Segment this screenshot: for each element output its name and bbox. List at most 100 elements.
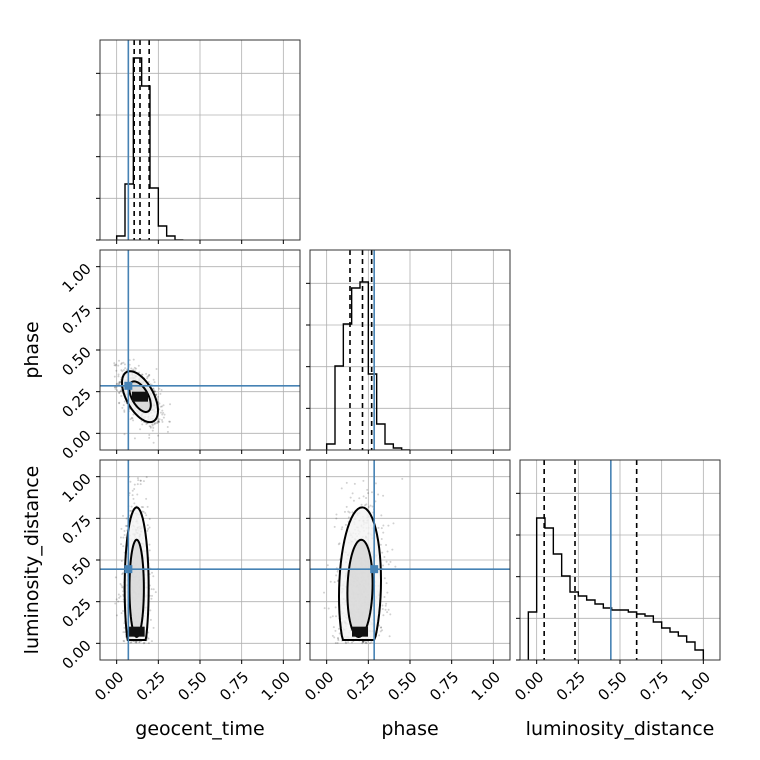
scatter-geocent_time-vs-luminosity_distance-sample: [150, 597, 153, 600]
hist-geocent_time-steps: [115, 57, 184, 240]
scatter-phase-vs-luminosity_distance-sample: [360, 503, 363, 506]
scatter-geocent_time-vs-phase-sample: [162, 404, 165, 407]
scatter-geocent_time-vs-luminosity_distance-sample: [121, 573, 124, 576]
xlabel-luminosity_distance: luminosity_distance: [526, 718, 715, 740]
scatter-geocent_time-vs-phase-sample: [120, 363, 123, 366]
scatter-geocent_time-vs-phase-sample: [154, 390, 157, 393]
ylabel-luminosity_distance: luminosity_distance: [21, 466, 43, 655]
scatter-geocent_time-vs-luminosity_distance-sample: [142, 510, 145, 513]
scatter-phase-vs-luminosity_distance-sample: [345, 505, 348, 508]
scatter-geocent_time-vs-luminosity_distance-contour-1: [128, 538, 145, 638]
scatter-geocent_time-vs-phase-truth-marker: [124, 381, 133, 390]
scatter-geocent_time-vs-luminosity_distance-sample: [142, 642, 145, 645]
scatter-geocent_time-vs-phase-sample: [118, 359, 121, 362]
scatter-geocent_time-vs-luminosity_distance-sample: [120, 559, 123, 562]
scatter-geocent_time-vs-luminosity_distance-sample: [124, 524, 127, 527]
scatter-phase-vs-luminosity_distance-sample: [337, 627, 340, 630]
scatter-geocent_time-vs-phase-sample: [118, 391, 121, 394]
scatter-phase-vs-luminosity_distance-sample: [333, 525, 336, 528]
scatter-geocent_time-vs-phase-sample: [128, 359, 131, 362]
scatter-geocent_time-vs-luminosity_distance-sample: [142, 506, 145, 509]
scatter-geocent_time-vs-phase-sample: [118, 402, 121, 405]
scatter-geocent_time-vs-luminosity_distance-truth-marker: [124, 565, 133, 574]
scatter-phase-vs-luminosity_distance-sample: [336, 580, 339, 583]
scatter-geocent_time-vs-phase-sample: [132, 419, 135, 422]
scatter-geocent_time-vs-luminosity_distance-sample: [133, 502, 136, 505]
scatter-phase-vs-luminosity_distance-density-peak: [352, 626, 368, 637]
scatter-geocent_time-vs-phase-sample: [162, 411, 165, 414]
scatter-geocent_time-vs-phase-sample: [158, 418, 161, 421]
scatter-geocent_time-vs-phase-sample: [133, 369, 136, 372]
scatter-geocent_time-vs-luminosity_distance-sample: [130, 509, 133, 512]
scatter-phase-vs-luminosity_distance-sample: [383, 577, 386, 580]
scatter-geocent_time-vs-luminosity_distance-sample: [120, 584, 123, 587]
scatter-geocent_time-vs-phase-sample: [149, 425, 152, 428]
scatter-geocent_time-vs-phase-sample: [162, 416, 165, 419]
scatter-geocent_time-vs-luminosity_distance-sample: [133, 483, 136, 486]
scatter-geocent_time-vs-phase-sample: [166, 425, 169, 428]
scatter-phase-vs-luminosity_distance-sample: [385, 582, 388, 585]
scatter-phase-vs-luminosity_distance-sample: [379, 630, 382, 633]
scatter-geocent_time-vs-luminosity_distance-sample: [151, 571, 154, 574]
scatter-phase-vs-luminosity_distance-sample: [329, 616, 332, 619]
scatter-geocent_time-vs-luminosity_distance-sample: [114, 576, 117, 579]
scatter-geocent_time-vs-phase-sample: [161, 420, 164, 423]
scatter-phase-vs-luminosity_distance-sample: [371, 505, 374, 508]
scatter-geocent_time-vs-phase-sample: [147, 380, 150, 383]
scatter-geocent_time-vs-luminosity_distance-sample: [150, 640, 153, 643]
scatter-phase-vs-luminosity_distance-sample: [378, 634, 381, 637]
scatter-geocent_time-vs-luminosity_distance-sample: [135, 641, 138, 644]
scatter-geocent_time-vs-luminosity_distance-sample: [122, 590, 125, 593]
scatter-geocent_time-vs-luminosity_distance-sample: [129, 641, 132, 644]
scatter-phase-vs-luminosity_distance-sample: [349, 496, 352, 499]
scatter-phase-vs-luminosity_distance-sample: [353, 482, 356, 485]
scatter-geocent_time-vs-luminosity_distance-sample: [121, 572, 124, 575]
scatter-geocent_time-vs-luminosity_distance-xtick-label-3: 0.75: [216, 668, 252, 704]
scatter-geocent_time-vs-luminosity_distance-ytick-label-1: 0.25: [58, 595, 94, 631]
scatter-geocent_time-vs-phase-sample: [132, 413, 135, 416]
scatter-phase-vs-luminosity_distance-sample: [336, 636, 339, 639]
scatter-phase-vs-luminosity_distance-sample: [381, 607, 384, 610]
scatter-phase-vs-luminosity_distance-sample: [336, 570, 339, 573]
scatter-phase-vs-luminosity_distance-sample: [338, 632, 341, 635]
scatter-geocent_time-vs-phase-sample: [156, 395, 159, 398]
scatter-phase-vs-luminosity_distance-sample: [389, 613, 392, 616]
scatter-phase-vs-luminosity_distance-sample: [337, 639, 340, 642]
scatter-geocent_time-vs-phase-sample: [145, 372, 148, 375]
scatter-geocent_time-vs-phase-sample: [155, 393, 158, 396]
scatter-geocent_time-vs-phase-sample: [152, 426, 155, 429]
scatter-phase-vs-luminosity_distance-sample: [351, 492, 354, 495]
scatter-geocent_time-vs-luminosity_distance-sample: [122, 639, 125, 642]
scatter-geocent_time-vs-phase-sample: [135, 367, 138, 370]
scatter-phase-vs-luminosity_distance-contour-1: [346, 538, 374, 638]
scatter-geocent_time-vs-phase-sample: [121, 370, 124, 373]
scatter-geocent_time-vs-phase-sample: [122, 404, 125, 407]
hist-geocent_time-panel: [96, 39, 301, 244]
scatter-geocent_time-vs-luminosity_distance-sample: [125, 525, 128, 528]
scatter-geocent_time-vs-luminosity_distance-sample: [145, 476, 148, 479]
scatter-geocent_time-vs-phase-sample: [168, 420, 171, 423]
scatter-geocent_time-vs-phase-sample: [122, 361, 125, 364]
scatter-phase-vs-luminosity_distance-sample: [336, 641, 339, 644]
hist-luminosity_distance-plot-area: [520, 460, 720, 660]
hist-luminosity_distance-xtick-label-1: 0.25: [553, 668, 589, 704]
scatter-geocent_time-vs-luminosity_distance-sample: [122, 631, 125, 634]
scatter-phase-vs-luminosity_distance-sample: [379, 543, 382, 546]
scatter-geocent_time-vs-luminosity_distance-sample: [152, 588, 155, 591]
scatter-geocent_time-vs-luminosity_distance-sample: [129, 480, 132, 483]
scatter-phase-vs-luminosity_distance-sample: [389, 560, 392, 563]
scatter-geocent_time-vs-luminosity_distance-sample: [148, 543, 151, 546]
scatter-geocent_time-vs-luminosity_distance-density-peak: [128, 626, 145, 637]
scatter-geocent_time-vs-phase-sample: [133, 437, 136, 440]
scatter-geocent_time-vs-phase-sample: [115, 363, 118, 366]
scatter-phase-vs-luminosity_distance-sample: [380, 626, 383, 629]
scatter-phase-vs-luminosity_distance-sample: [335, 517, 338, 520]
scatter-phase-vs-luminosity_distance-sample: [369, 504, 372, 507]
scatter-geocent_time-vs-luminosity_distance-sample: [131, 494, 134, 497]
scatter-geocent_time-vs-phase-sample: [140, 373, 143, 376]
scatter-phase-vs-luminosity_distance-sample: [331, 634, 334, 637]
scatter-geocent_time-vs-phase-ytick-label-3: 0.75: [58, 301, 94, 337]
scatter-geocent_time-vs-phase-sample: [114, 388, 117, 391]
scatter-phase-vs-luminosity_distance-sample: [332, 626, 335, 629]
scatter-geocent_time-vs-phase-sample: [120, 395, 123, 398]
